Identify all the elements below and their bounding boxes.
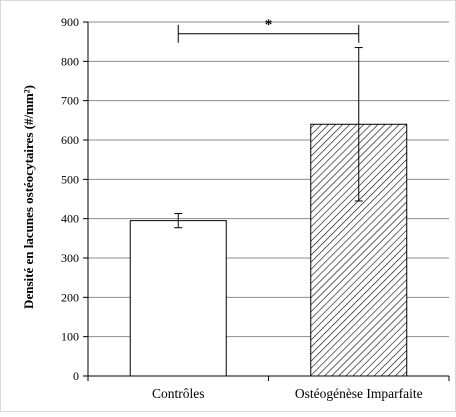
- y-tick-label: 300: [61, 251, 79, 265]
- y-tick-label: 0: [73, 369, 79, 383]
- y-tick-label: 100: [61, 330, 79, 344]
- y-tick-label: 200: [61, 290, 79, 304]
- y-tick-label: 600: [61, 133, 79, 147]
- y-tick-label: 900: [61, 15, 79, 29]
- x-category-label: Ostéogénèse Imparfaite: [295, 386, 423, 401]
- labels: 0 100 200 300 400 500 600 700 800 900 Contrôles Ost…: [61, 15, 423, 401]
- y-tick-label: 400: [61, 212, 79, 226]
- y-tick-label: 500: [61, 172, 79, 186]
- y-tick-label: 700: [61, 94, 79, 108]
- axes: [83, 21, 450, 381]
- significance-star: *: [265, 17, 273, 33]
- y-axis-label: Densité en lacunes ostéocytaires (#/mm²): [21, 85, 36, 309]
- x-category-label: Contrôles: [152, 386, 205, 401]
- bar-1: [129, 220, 227, 377]
- bars: [129, 47, 408, 377]
- y-tick-label: 800: [61, 54, 79, 68]
